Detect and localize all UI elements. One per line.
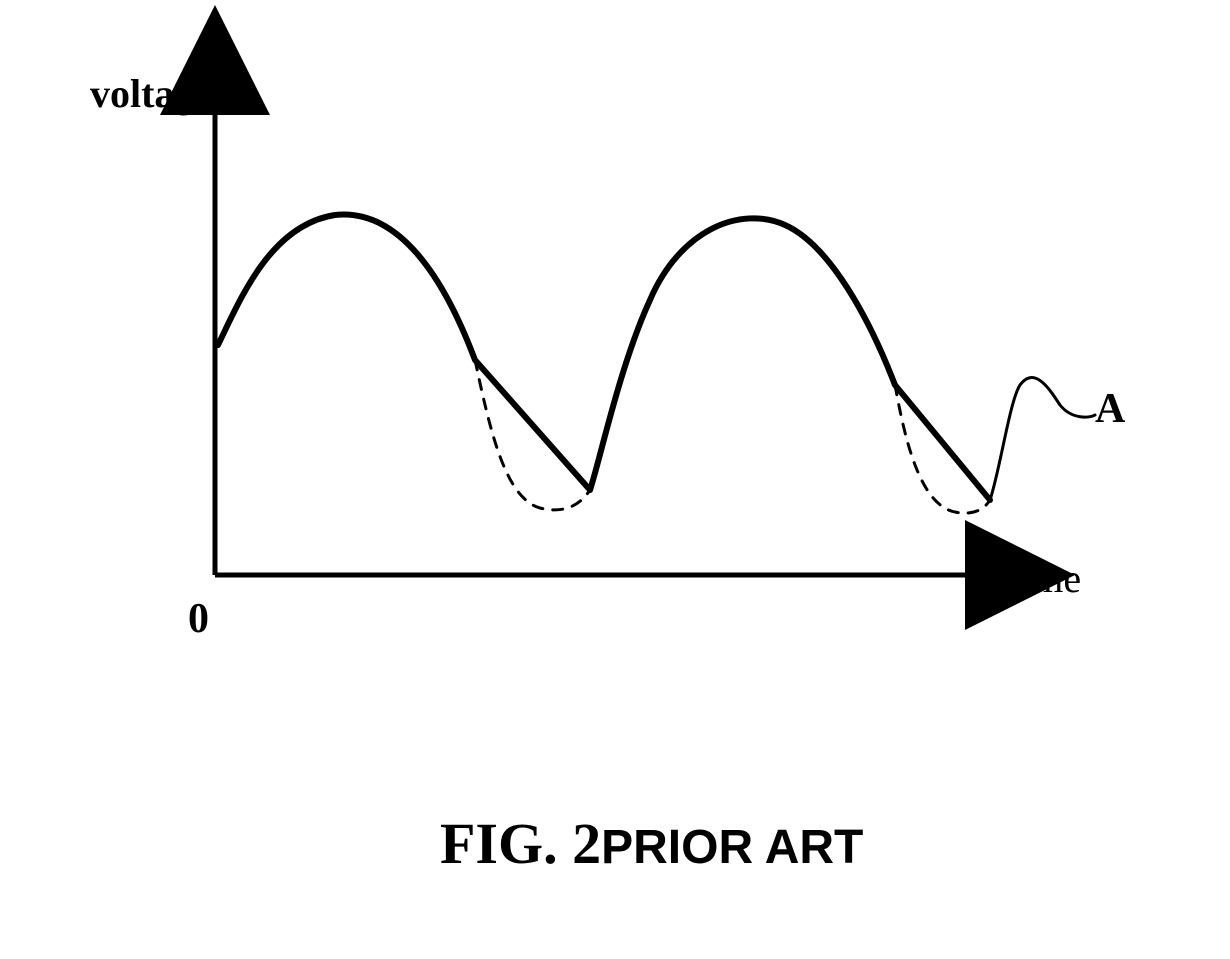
- origin-label: 0: [188, 595, 209, 643]
- caption-fig: FIG. 2: [440, 810, 601, 877]
- main-curve: [218, 215, 990, 500]
- caption-priorart: PRIOR ART: [601, 820, 863, 875]
- x-axis-label: time: [1010, 555, 1081, 602]
- tail-curve: [990, 378, 1095, 500]
- curve-label-a: A: [1095, 385, 1125, 433]
- y-axis-label: voltage: [90, 70, 212, 117]
- figure-stage: voltage time 0 A FIG. 2 PRIOR ART: [0, 0, 1230, 959]
- figure-caption: FIG. 2 PRIOR ART: [440, 810, 863, 877]
